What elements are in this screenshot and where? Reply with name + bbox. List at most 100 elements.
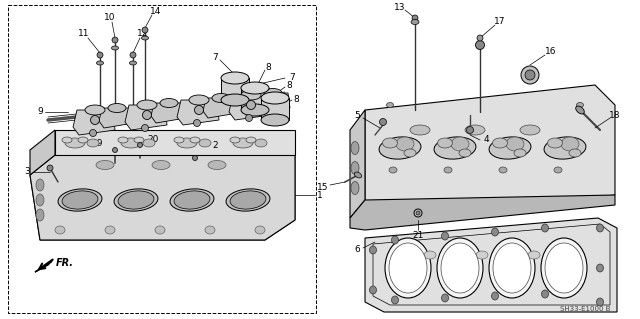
Ellipse shape [97,61,104,65]
Ellipse shape [189,95,209,105]
Ellipse shape [199,139,211,147]
Ellipse shape [137,100,157,110]
Ellipse shape [174,191,210,209]
Ellipse shape [544,137,586,159]
Ellipse shape [596,264,604,272]
Ellipse shape [193,155,198,160]
Text: 9: 9 [37,108,43,116]
Ellipse shape [577,102,584,108]
Polygon shape [73,110,115,135]
Ellipse shape [451,137,469,151]
Ellipse shape [379,137,421,159]
Polygon shape [30,155,295,240]
Ellipse shape [442,294,449,302]
Ellipse shape [134,137,144,143]
Ellipse shape [489,137,531,159]
Ellipse shape [121,138,141,148]
Ellipse shape [476,251,488,259]
Ellipse shape [506,137,524,151]
Ellipse shape [369,286,376,294]
Ellipse shape [264,88,282,98]
Ellipse shape [392,236,399,244]
Ellipse shape [528,251,540,259]
Ellipse shape [141,124,148,131]
Ellipse shape [396,137,414,151]
Ellipse shape [177,138,197,148]
Text: 17: 17 [494,18,506,26]
Polygon shape [203,98,238,118]
Ellipse shape [493,243,531,293]
Ellipse shape [113,147,118,152]
Bar [8,5,316,313]
Ellipse shape [195,106,204,115]
Ellipse shape [85,105,105,115]
Text: 16: 16 [545,48,557,56]
Ellipse shape [143,110,152,120]
Text: 3: 3 [24,167,30,176]
Ellipse shape [351,182,359,195]
Polygon shape [125,105,167,130]
Text: 4: 4 [483,136,489,145]
Text: 8: 8 [286,80,292,90]
Polygon shape [99,108,134,128]
Ellipse shape [493,138,508,148]
Ellipse shape [112,37,118,43]
Ellipse shape [138,143,143,147]
Ellipse shape [152,160,170,169]
Ellipse shape [143,139,155,147]
Ellipse shape [380,118,387,125]
Ellipse shape [170,189,214,211]
Ellipse shape [55,226,65,234]
Text: 10: 10 [104,12,116,21]
Ellipse shape [465,125,485,135]
Ellipse shape [141,36,148,40]
Text: 8: 8 [293,94,299,103]
Polygon shape [261,98,289,120]
Ellipse shape [193,120,200,127]
Ellipse shape [387,102,394,108]
Ellipse shape [160,99,178,108]
Polygon shape [151,103,186,123]
Ellipse shape [459,149,471,157]
Ellipse shape [424,251,436,259]
Ellipse shape [241,90,261,100]
Polygon shape [365,85,615,220]
Ellipse shape [96,160,114,169]
Text: SH33-E1000 B: SH33-E1000 B [559,306,610,312]
Ellipse shape [492,292,499,300]
Ellipse shape [221,94,249,106]
Ellipse shape [404,149,416,157]
Text: 15: 15 [317,182,329,191]
Ellipse shape [521,66,539,84]
Ellipse shape [255,139,267,147]
Ellipse shape [36,179,44,191]
Ellipse shape [438,138,452,148]
Ellipse shape [87,139,99,147]
Ellipse shape [441,243,479,293]
Ellipse shape [414,209,422,217]
Text: 6: 6 [354,246,360,255]
Polygon shape [365,218,617,312]
Ellipse shape [467,127,474,133]
Ellipse shape [174,137,184,143]
Ellipse shape [97,52,103,58]
Ellipse shape [520,125,540,135]
Ellipse shape [241,82,269,94]
Polygon shape [30,155,295,240]
Ellipse shape [514,149,526,157]
Ellipse shape [383,138,397,148]
Text: 12: 12 [138,29,148,39]
Ellipse shape [105,226,115,234]
Ellipse shape [389,243,427,293]
Ellipse shape [246,100,255,109]
Text: 2: 2 [212,142,218,151]
Text: 8: 8 [265,63,271,71]
Text: 7: 7 [212,53,218,62]
Text: FR.: FR. [56,258,74,268]
Text: 18: 18 [609,112,621,121]
Polygon shape [241,88,269,110]
Text: 20: 20 [147,136,159,145]
Ellipse shape [36,209,44,221]
Ellipse shape [255,226,265,234]
Ellipse shape [261,92,289,104]
